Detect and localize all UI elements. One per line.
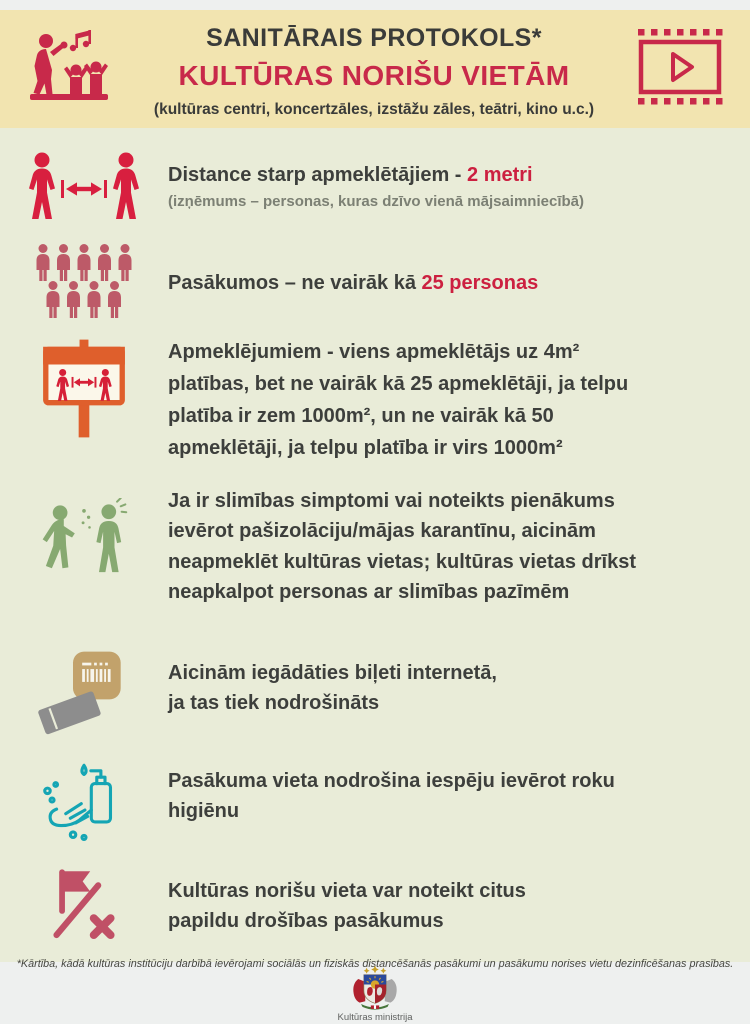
rule-illness: Ja ir slimības simptomi vai noteikts pie… — [0, 486, 750, 626]
top-strip — [0, 0, 750, 10]
extra-measures-flag-icon — [53, 869, 115, 940]
rule-capacity: Apmeklējumiem - viens apmeklētājs uz 4m²… — [0, 336, 750, 464]
rule-text: Apmeklējumiem - viens apmeklētājs uz 4m²… — [168, 341, 629, 459]
rules-list: Distance starp apmeklētājiem - 2 metri (… — [0, 128, 750, 970]
highlight-value: 2 metri — [467, 164, 533, 186]
rule-text: Kultūras norišu vieta var noteikt citus … — [168, 880, 526, 933]
header: SANITĀRAIS PROTOKOLS* KULTŪRAS NORIŠU VI… — [0, 10, 750, 128]
rule-text: Distance starp apmeklētājiem - 2 metri — [168, 164, 533, 186]
rule-hand-hygiene: Pasākuma vieta nodrošina iespēju ievērot… — [0, 758, 750, 842]
performer-audience-icon — [26, 28, 112, 111]
online-ticket-icon — [38, 651, 121, 735]
rule-extra-measures: Kultūras norišu vieta var noteikt citus … — [0, 864, 750, 950]
rule-subtext: (izņēmums – personas, kuras dzīvo vienā … — [168, 193, 584, 211]
venues-list: (kultūras centri, koncertzāles, izstāžu … — [153, 100, 595, 118]
header-titles: SANITĀRAIS PROTOKOLS* KULTŪRAS NORIŠU VI… — [112, 20, 636, 119]
crowd-icon — [36, 244, 132, 318]
page-title: SANITĀRAIS PROTOKOLS* — [206, 23, 542, 52]
latvia-coat-of-arms — [353, 965, 397, 1010]
rule-text: Ja ir slimības simptomi vai noteikts pie… — [168, 490, 636, 604]
footnote: *Kārtība, kādā kultūras institūciju darb… — [16, 958, 734, 970]
rule-text: Aicinām iegādāties biļeti internetā, ja … — [168, 662, 497, 715]
rule-distance: Distance starp apmeklētājiem - 2 metri (… — [0, 152, 750, 232]
page-subtitle: KULTŪRAS NORIŠU VIETĀM — [178, 59, 570, 91]
hand-hygiene-icon — [43, 763, 113, 841]
rule-text: Pasākuma vieta nodrošina iespēju ievērot… — [168, 770, 615, 823]
ministry-label: Kultūras ministrija — [337, 1012, 413, 1023]
rule-person-limit: Pasākumos – ne vairāk kā 25 personas — [0, 244, 750, 324]
capacity-sign-icon — [43, 339, 125, 438]
distance-icon — [29, 152, 139, 219]
rule-text: Pasākumos – ne vairāk kā 25 personas — [168, 272, 539, 294]
film-strip-icon — [636, 27, 724, 112]
rule-online-ticket: Aicinām iegādāties biļeti internetā, ja … — [0, 648, 750, 736]
illness-symptoms-icon — [42, 498, 128, 573]
highlight-value: 25 personas — [421, 272, 539, 294]
footer: Kultūras ministrija — [0, 962, 750, 1024]
